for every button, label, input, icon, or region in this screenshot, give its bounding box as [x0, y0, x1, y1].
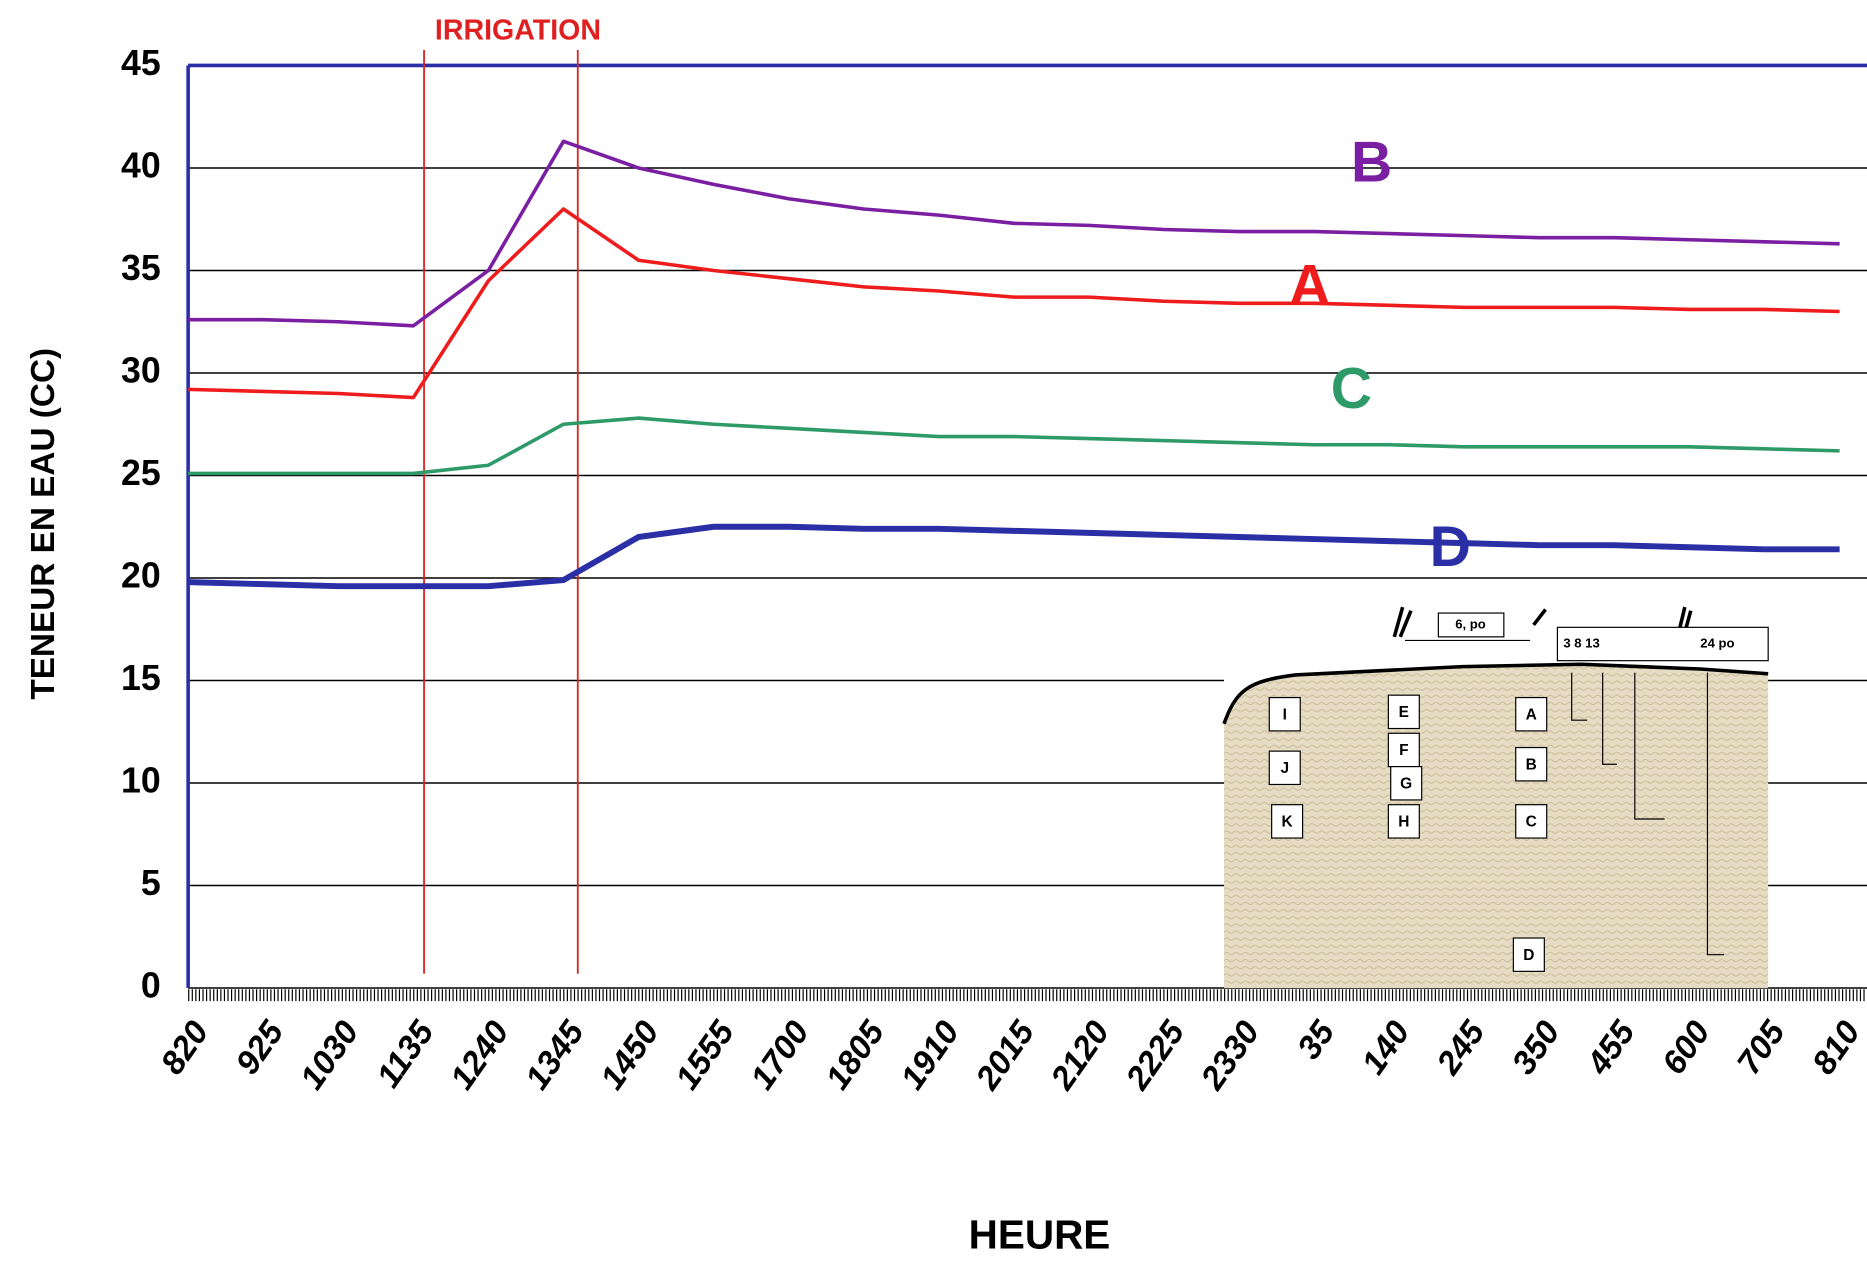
y-axis-label: TENEUR EN EAU (CC) — [25, 348, 62, 700]
x-tick-label: 820 — [154, 1014, 216, 1081]
x-tick-label: 2225 — [1119, 1014, 1193, 1097]
x-tick-label: 140 — [1355, 1014, 1417, 1081]
y-tick-label: 10 — [121, 760, 161, 800]
x-tick-label: 2015 — [968, 1014, 1042, 1097]
x-tick-label: 925 — [229, 1014, 291, 1081]
x-tick-label: 1345 — [519, 1014, 592, 1096]
x-tick-label: 1910 — [894, 1014, 967, 1096]
x-tick-label: 1240 — [444, 1014, 517, 1096]
y-tick-label: 40 — [121, 145, 161, 185]
soil — [1224, 625, 1768, 988]
x-tick-label: 1805 — [819, 1014, 892, 1096]
box-label: K — [1282, 814, 1294, 831]
y-tick-label: 45 — [121, 43, 161, 83]
box-label: E — [1399, 704, 1409, 721]
series-label: A — [1289, 253, 1330, 317]
depth-label: 24 po — [1700, 635, 1734, 650]
soil-inset: 6, po 3 8 13 24 po I J K E FG H A B C D — [1224, 607, 1768, 988]
chart: HEURE TENEUR EN EAU (CC) 0 5 10 15 20 25 30 35 4… — [0, 0, 1867, 1263]
x-tick-label: 1700 — [744, 1014, 817, 1096]
x-tick-label: 35 — [1291, 1014, 1343, 1066]
y-tick-label: 5 — [141, 863, 161, 903]
x-axis-label: HEURE — [969, 1212, 1111, 1258]
box-label: H — [1398, 814, 1409, 831]
series-label: D — [1430, 515, 1471, 579]
box-label: G — [1400, 776, 1412, 793]
box-label: A — [1526, 707, 1537, 724]
y-tick-label: 0 — [141, 965, 161, 1005]
x-tick-label: 2330 — [1194, 1014, 1268, 1097]
x-tick-label: 350 — [1505, 1014, 1567, 1081]
x-tick-label: 455 — [1580, 1014, 1643, 1082]
series-label: B — [1351, 131, 1392, 195]
x-tick-label: 705 — [1730, 1014, 1792, 1081]
depths-label: 3 8 13 — [1563, 635, 1599, 650]
y-tick-label: 20 — [121, 555, 161, 595]
x-tick-label: 1030 — [293, 1014, 366, 1096]
box-label: C — [1526, 814, 1537, 831]
box-label: B — [1526, 757, 1537, 774]
y-tick-label: 15 — [121, 658, 161, 698]
series-label: C — [1331, 357, 1372, 421]
irrigation-label: IRRIGATION — [435, 15, 601, 47]
box-label: I — [1283, 707, 1287, 724]
x-tick-label: 600 — [1655, 1014, 1717, 1081]
series-line — [188, 418, 1839, 473]
x-tick-label: 245 — [1430, 1014, 1493, 1082]
box-label: D — [1523, 947, 1534, 964]
x-tick-label: 1450 — [594, 1014, 667, 1096]
x-tick-label: 810 — [1805, 1014, 1867, 1081]
x-tick-label: 1555 — [669, 1014, 742, 1096]
y-tick-label: 35 — [121, 248, 161, 288]
y-tick-label: 30 — [121, 350, 161, 390]
spacing-label: 6, po — [1455, 616, 1486, 631]
y-tick-label: 25 — [121, 453, 161, 493]
x-tick-label: 1135 — [370, 1014, 442, 1094]
box-label: J — [1280, 760, 1289, 777]
x-tick-label: 2120 — [1044, 1014, 1118, 1097]
box-label: F — [1399, 742, 1408, 759]
